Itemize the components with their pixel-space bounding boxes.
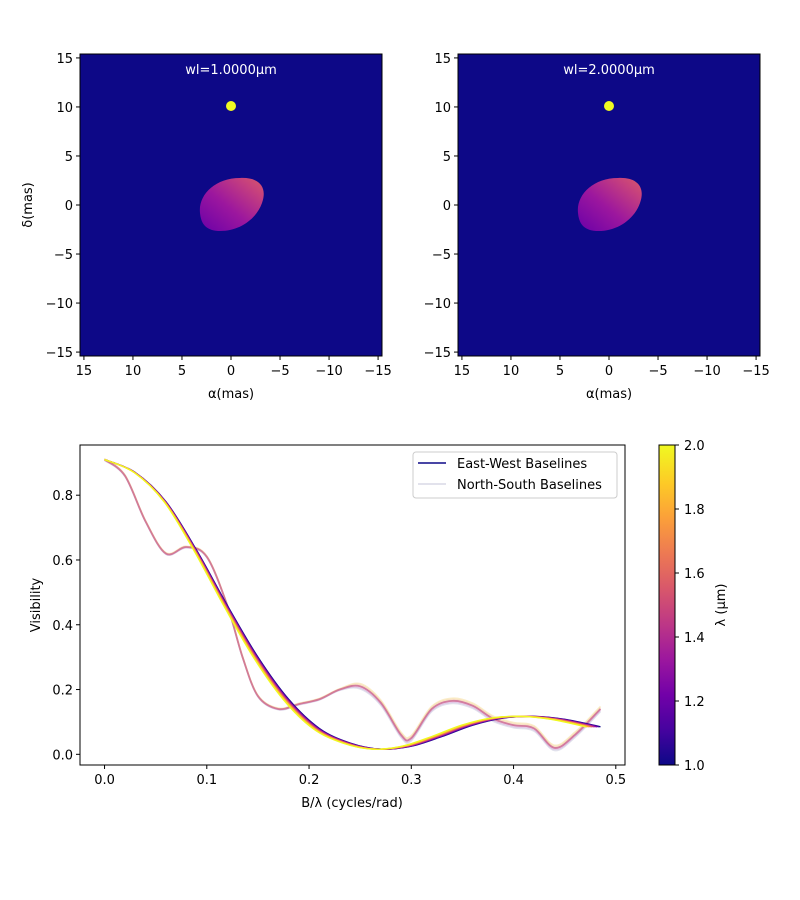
x-tick-label: 0	[605, 364, 613, 379]
y-tick-label: −15	[46, 346, 73, 361]
north-south-baseline-line	[103, 458, 602, 749]
x-axis-label: α(mas)	[208, 387, 254, 402]
image-panel-2: wl=2.0000μm 15 10 5 0 −5 −10 −15 15 10 5 0 −5 −10 −1…	[424, 52, 770, 402]
y-tick-label: −10	[424, 297, 451, 312]
colorbar-label: λ (μm)	[714, 584, 729, 627]
colorbar: 1.0 1.2 1.4 1.6 1.8 2.0 λ (μm)	[658, 439, 729, 774]
y-tick-label: −15	[424, 346, 451, 361]
y-tick-label: 0.6	[52, 554, 73, 569]
x-tick-label: 0.3	[401, 773, 422, 788]
x-axis-label: α(mas)	[586, 387, 632, 402]
y-tick-label: 5	[443, 150, 451, 165]
y-tick-label: 0.4	[52, 619, 73, 634]
x-tick-label: −10	[315, 364, 342, 379]
colorbar-tick-label: 1.4	[684, 631, 705, 646]
x-tick-label: 5	[556, 364, 564, 379]
y-axis-label: δ(mas)	[21, 182, 36, 228]
y-tick-label: −10	[46, 297, 73, 312]
colorbar-tick-label: 1.8	[684, 503, 705, 518]
colorbar-tick-label: 2.0	[684, 439, 705, 454]
visibility-plot: 0.0 0.1 0.2 0.3 0.4 0.5 0.0 0.2 0.4 0.6 0.8 B/λ (…	[29, 444, 626, 811]
y-tick-label: 0	[443, 199, 451, 214]
x-tick-label: 0.1	[196, 773, 217, 788]
legend: East-West Baselines North-South Baseline…	[412, 451, 618, 499]
x-tick-label: 0.5	[605, 773, 626, 788]
point-source	[226, 101, 236, 111]
east-west-baseline-line	[104, 458, 586, 750]
colorbar-tick-label: 1.0	[684, 759, 705, 774]
y-tick-label: 0	[65, 199, 73, 214]
y-tick-label: −5	[54, 248, 73, 263]
x-tick-label: 15	[76, 364, 93, 379]
x-tick-label: −15	[742, 364, 769, 379]
colorbar-gradient	[658, 444, 676, 766]
y-axis-label: Visibility	[29, 577, 44, 632]
y-tick-label: 15	[56, 52, 73, 67]
x-tick-label: −5	[270, 364, 289, 379]
extended-source	[577, 177, 642, 232]
y-tick-label: 0.2	[52, 684, 73, 699]
x-tick-label: 0.0	[94, 773, 115, 788]
x-tick-label: −10	[693, 364, 720, 379]
colorbar-tick-label: 1.2	[684, 695, 705, 710]
panel-title: wl=1.0000μm	[185, 63, 277, 78]
y-tick-label: −5	[432, 248, 451, 263]
y-tick-label: 10	[434, 101, 451, 116]
legend-label-north-south: North-South Baselines	[457, 478, 602, 493]
x-tick-label: 5	[178, 364, 186, 379]
y-tick-label: 0.8	[52, 489, 73, 504]
image-panel-1: wl=1.0000μm 15 10 5 0 −5 −10 −15 15 10 5 0 −5 −10 −1…	[21, 52, 392, 402]
x-tick-label: 10	[125, 364, 142, 379]
x-tick-label: −5	[648, 364, 667, 379]
x-tick-label: 15	[454, 364, 471, 379]
y-tick-label: 15	[434, 52, 451, 67]
point-source	[604, 101, 614, 111]
extended-source	[199, 177, 264, 232]
x-tick-label: 0.2	[299, 773, 320, 788]
x-tick-label: −15	[364, 364, 391, 379]
colorbar-tick-label: 1.6	[684, 567, 705, 582]
x-axis-label: B/λ (cycles/rad)	[301, 796, 403, 811]
y-tick-label: 10	[56, 101, 73, 116]
plot-frame	[79, 444, 626, 766]
x-tick-label: 0.4	[503, 773, 524, 788]
x-tick-label: 10	[503, 364, 520, 379]
panel-title: wl=2.0000μm	[563, 63, 655, 78]
y-tick-label: 5	[65, 150, 73, 165]
legend-box	[412, 451, 618, 499]
y-tick-label: 0.0	[52, 748, 73, 763]
legend-label-east-west: East-West Baselines	[457, 457, 587, 472]
x-tick-label: 0	[227, 364, 235, 379]
